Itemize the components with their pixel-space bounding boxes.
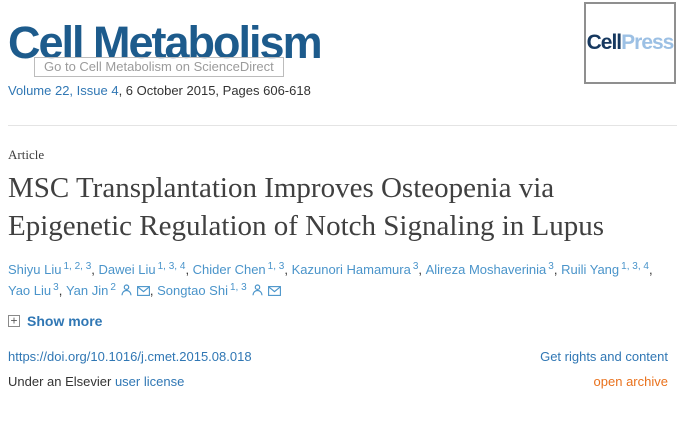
show-more-label: Show more — [27, 312, 103, 329]
article-title: MSC Transplantation Improves Osteopenia … — [8, 172, 605, 243]
author: Kazunori Hamamura 3, — [292, 262, 426, 277]
article-type-label: Article — [8, 147, 45, 162]
author-link[interactable]: Ruili Yang — [561, 261, 620, 277]
author-separator: , — [58, 282, 66, 298]
license-text: Under an Elsevier user license — [8, 374, 184, 389]
author-affiliation-sup: 3 — [53, 282, 59, 294]
license-prefix: Under an Elsevier — [8, 373, 115, 389]
journal-header: Cell Metabolism Go to Cell Metabolism on… — [8, 0, 677, 126]
author: Yao Liu 3, — [8, 283, 66, 298]
person-icon[interactable] — [252, 283, 263, 296]
cellpress-press-text: Press — [621, 31, 674, 54]
author: Shiyu Liu 1, 2, 3, — [8, 262, 99, 277]
author-separator: , — [149, 282, 158, 298]
author-link[interactable]: Yan Jin — [65, 282, 109, 298]
author: Ruili Yang 1, 3, 4, — [561, 262, 653, 277]
volume-issue-link[interactable]: Volume 22, Issue 4 — [8, 83, 119, 98]
author-separator: , — [284, 261, 292, 277]
author: Alireza Moshaverinia 3, — [426, 262, 561, 277]
author-link[interactable]: Alireza Moshaverinia — [425, 261, 547, 277]
get-rights-link[interactable]: Get rights and content — [540, 348, 668, 364]
author: Dawei Liu 1, 3, 4, — [99, 262, 193, 277]
author-affiliation-sup: 1, 3, 4 — [157, 261, 186, 273]
author-link[interactable]: Chider Chen — [192, 261, 266, 277]
issue-date-pages: , 6 October 2015, Pages 606-618 — [118, 83, 311, 98]
author-separator: , — [418, 261, 426, 277]
author: Yan Jin 2, — [66, 283, 157, 298]
author-affiliation-sup: 1, 3, 4 — [621, 261, 649, 273]
license-row: Under an Elsevier user license open arch… — [8, 374, 668, 389]
person-icon[interactable] — [121, 283, 132, 296]
envelope-icon[interactable] — [267, 285, 281, 296]
cellpress-cell-text: Cell — [586, 31, 623, 54]
open-archive-link[interactable]: open archive — [593, 373, 668, 389]
author-separator: , — [91, 261, 99, 277]
author-link[interactable]: Yao Liu — [8, 282, 52, 298]
author-link[interactable]: Shiyu Liu — [8, 261, 62, 277]
doi-link[interactable]: https://doi.org/10.1016/j.cmet.2015.08.0… — [8, 348, 252, 364]
article-main: Article MSC Transplantation Improves Ost… — [8, 147, 668, 389]
expand-plus-icon — [8, 314, 20, 327]
envelope-icon[interactable] — [136, 285, 150, 296]
volume-issue-line: Volume 22, Issue 4, 6 October 2015, Page… — [8, 83, 311, 98]
author-affiliation-sup: 3 — [548, 261, 554, 273]
author-affiliation-sup: 1, 2, 3 — [63, 261, 92, 273]
author-separator: , — [185, 261, 193, 277]
author-link[interactable]: Dawei Liu — [98, 261, 156, 277]
user-license-link[interactable]: user license — [114, 373, 185, 389]
show-more-button[interactable]: Show more — [8, 313, 102, 329]
author-affiliation-sup: 3 — [412, 261, 419, 273]
author-affiliation-sup: 1, 3 — [229, 282, 247, 294]
doi-row: https://doi.org/10.1016/j.cmet.2015.08.0… — [8, 349, 668, 364]
author-link[interactable]: Kazunori Hamamura — [291, 261, 411, 277]
author-affiliation-sup: 2 — [110, 282, 116, 294]
author-list: Shiyu Liu 1, 2, 3, Dawei Liu 1, 3, 4, Chid… — [8, 259, 668, 301]
author: Chider Chen 1, 3, — [193, 262, 292, 277]
author: Songtao Shi 1, 3 — [157, 283, 281, 298]
author-link[interactable]: Songtao Shi — [157, 282, 228, 298]
sciencedirect-tooltip: Go to Cell Metabolism on ScienceDirect — [34, 57, 284, 77]
author-affiliation-sup: 1, 3 — [267, 261, 285, 273]
cellpress-logo[interactable]: Cell Press — [584, 2, 676, 84]
author-separator: , — [648, 261, 653, 277]
author-separator: , — [553, 261, 562, 277]
